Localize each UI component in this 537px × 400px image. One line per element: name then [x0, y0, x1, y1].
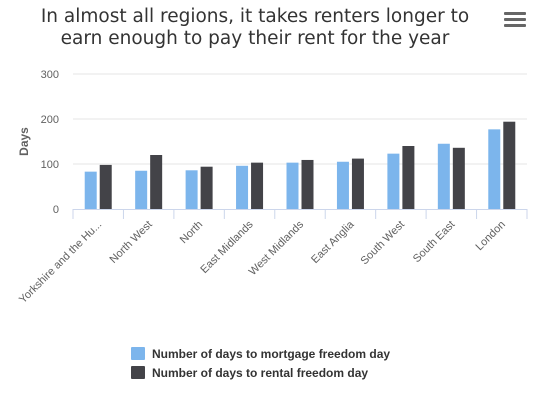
y-tick-label-300: 300	[41, 69, 59, 81]
bar-s0-1	[135, 170, 148, 209]
y-tick-label-100: 100	[41, 159, 59, 171]
legend-item-mortgage[interactable]: Number of days to mortgage freedom day	[131, 344, 390, 363]
bar-s0-2	[185, 170, 198, 209]
hamburger-menu-icon[interactable]	[504, 12, 526, 32]
x-tick-label-0: Yorkshire and the Hu...	[17, 219, 104, 306]
bar-s1-6	[402, 146, 415, 209]
y-axis-title: Days	[17, 127, 31, 156]
bar-s0-7	[437, 143, 450, 209]
x-tick-label-2: North	[178, 219, 206, 247]
chart-title: In almost all regions, it takes renters …	[40, 6, 470, 49]
x-tick-label-6: South West	[358, 219, 407, 268]
bar-s0-5	[336, 161, 349, 209]
bar-s1-1	[150, 155, 163, 209]
y-tick-label-200: 200	[41, 114, 59, 126]
x-tick-label-4: West Midlands	[247, 218, 307, 278]
legend-label-mortgage: Number of days to mortgage freedom day	[152, 346, 391, 361]
x-tick-label-7: South East	[411, 219, 458, 266]
x-tick-label-3: East Midlands	[198, 218, 256, 276]
bar-s0-0	[84, 171, 97, 209]
x-tick-label-8: London	[473, 219, 507, 253]
legend-swatch-mortgage	[131, 347, 145, 360]
legend-item-rental[interactable]: Number of days to rental freedom day	[131, 363, 390, 382]
bar-s0-6	[387, 153, 400, 209]
x-tick-label-1: North West	[108, 219, 155, 266]
bar-s0-4	[286, 162, 299, 209]
bar-s1-2	[200, 166, 213, 209]
y-tick-label-0: 0	[53, 204, 59, 216]
bar-s1-0	[99, 164, 112, 209]
bar-s1-4	[301, 159, 314, 209]
bar-s0-8	[488, 129, 501, 209]
legend: Number of days to mortgage freedom day N…	[131, 344, 390, 382]
bar-s1-5	[351, 158, 364, 209]
bar-s1-8	[503, 121, 516, 209]
bar-s1-3	[251, 162, 264, 209]
legend-swatch-rental	[131, 366, 145, 379]
legend-label-rental: Number of days to rental freedom day	[152, 365, 369, 380]
bar-s0-3	[236, 165, 249, 209]
x-tick-label-5: East Anglia	[309, 218, 357, 266]
bar-s1-7	[452, 147, 465, 209]
